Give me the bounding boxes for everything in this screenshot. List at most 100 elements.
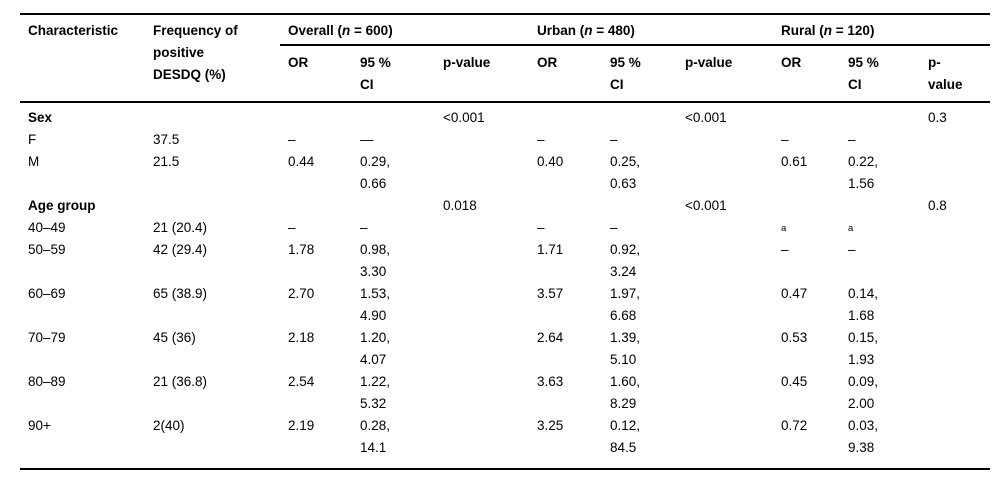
cell-urban-or: 2.64	[537, 330, 564, 345]
cell-urban-or: –	[537, 220, 545, 235]
cell-frequency: 21 (20.4)	[153, 220, 208, 235]
cell-frequency: 45 (36)	[153, 330, 196, 345]
cell-overall-pvalue	[435, 217, 529, 239]
cell-urban-or: 1.71	[537, 242, 564, 257]
col-header-overall-ci: 95 % CI	[352, 45, 435, 103]
cell-characteristic: 90+	[28, 418, 51, 433]
cell-urban-pvalue	[677, 415, 773, 469]
group-label-suffix: = 600)	[350, 23, 393, 38]
cell-urban-pvalue: <0.001	[685, 198, 727, 213]
cell-overall-or: 2.54	[288, 374, 315, 389]
cell-overall-or: 2.19	[288, 418, 315, 433]
col-header-urban-pvalue: p-value	[677, 45, 774, 103]
cell-urban-pvalue: <0.001	[685, 110, 727, 125]
cell-overall-ci: —	[360, 132, 374, 147]
cell-overall-ci: 0.28, 14.1	[360, 418, 391, 455]
cell-urban-ci: –	[610, 132, 618, 147]
cell-overall-ci: 1.53, 4.90	[360, 286, 391, 323]
results-table: Characteristic Frequency of positive DES…	[20, 13, 991, 470]
cell-overall-pvalue	[435, 283, 529, 327]
cell-overall-or	[280, 195, 352, 217]
cell-urban-pvalue	[677, 371, 773, 415]
cell-characteristic: 70–79	[28, 330, 66, 345]
cell-rural-ci: 0.22, 1.56	[848, 154, 879, 191]
cell-overall-ci	[352, 102, 435, 129]
col-header-urban-ci: 95 % CI	[602, 45, 677, 103]
cell-rural-pvalue	[920, 239, 990, 283]
cell-rural-or: 0.47	[781, 286, 808, 301]
cell-urban-ci: –	[610, 220, 618, 235]
category-row-sex: Sex <0.001 <0.001 0.3	[20, 102, 990, 129]
cell-urban-pvalue	[677, 283, 773, 327]
cell-rural-or: –	[781, 132, 789, 147]
group-label-prefix: Overall (	[288, 23, 343, 38]
cell-urban-pvalue	[677, 129, 773, 151]
cell-rural-ci	[840, 102, 920, 129]
group-label-suffix: = 120)	[832, 23, 875, 38]
cell-overall-ci	[352, 195, 435, 217]
cell-urban-ci: 0.25, 0.63	[610, 154, 641, 191]
cell-rural-ci	[840, 195, 920, 217]
cell-urban-or: –	[537, 132, 545, 147]
cell-rural-pvalue	[920, 151, 990, 195]
cell-urban-or: 0.40	[537, 154, 564, 169]
cell-overall-ci: 1.20, 4.07	[360, 330, 391, 367]
cell-rural-or: 0.53	[781, 330, 808, 345]
cell-rural-pvalue	[920, 327, 990, 371]
cell-rural-ci-footnote-a: a	[848, 223, 854, 234]
cell-overall-pvalue	[435, 151, 529, 195]
table-row-60-69: 60–69 65 (38.9) 2.70 1.53, 4.90 3.57 1.9…	[20, 283, 990, 327]
cell-overall-ci: 1.22, 5.32	[360, 374, 391, 411]
cell-overall-or: –	[288, 220, 296, 235]
col-header-rural-or: OR	[773, 45, 841, 103]
cell-overall-pvalue	[435, 415, 529, 469]
cell-characteristic: 80–89	[28, 374, 66, 389]
cell-urban-ci: 1.39, 5.10	[610, 330, 641, 367]
cell-urban-pvalue	[677, 327, 773, 371]
cell-overall-pvalue	[435, 371, 529, 415]
cell-overall-ci: 0.98, 3.30	[360, 242, 391, 279]
cell-urban-or: 3.63	[537, 374, 564, 389]
cell-rural-ci: 0.09, 2.00	[848, 374, 879, 411]
cell-frequency: 65 (38.9)	[153, 286, 208, 301]
cell-urban-ci: 0.12, 84.5	[610, 418, 641, 455]
cell-frequency	[145, 195, 280, 217]
italic-n: n	[823, 23, 833, 38]
cell-characteristic: 60–69	[28, 286, 66, 301]
cell-overall-pvalue	[435, 327, 529, 371]
cell-urban-or: 3.25	[537, 418, 564, 433]
group-header-urban: Urban (n = 480)	[529, 14, 774, 46]
col-header-overall-or: OR	[280, 45, 352, 103]
cell-overall-pvalue: 0.018	[443, 198, 477, 213]
cell-urban-ci	[602, 102, 677, 129]
cell-rural-pvalue: 0.8	[928, 198, 947, 213]
cell-frequency	[145, 102, 280, 129]
cell-frequency: 21 (36.8)	[153, 374, 208, 389]
cell-characteristic: Age group	[28, 198, 96, 213]
cell-rural-ci: 0.15, 1.93	[848, 330, 879, 367]
cell-overall-or: –	[288, 132, 296, 147]
cell-rural-or: 0.61	[781, 154, 808, 169]
cell-rural-ci: –	[848, 132, 856, 147]
cell-urban-pvalue	[677, 217, 773, 239]
table-row-70-79: 70–79 45 (36) 2.18 1.20, 4.07 2.64 1.39,…	[20, 327, 990, 371]
group-header-rural: Rural (n = 120)	[773, 14, 991, 46]
table-row-f: F 37.5 – — – – – –	[20, 129, 990, 151]
cell-rural-pvalue	[920, 283, 990, 327]
cell-rural-pvalue	[920, 371, 990, 415]
paper-table-container: Characteristic Frequency of positive DES…	[20, 13, 991, 470]
table-header: Characteristic Frequency of positive DES…	[20, 14, 991, 103]
group-label-prefix: Urban (	[537, 23, 585, 38]
cell-rural-ci: –	[848, 242, 856, 257]
cell-urban-or: 3.57	[537, 286, 564, 301]
cell-rural-or: 0.72	[781, 418, 808, 433]
cell-frequency: 42 (29.4)	[153, 242, 208, 257]
table-row-90plus: 90+ 2(40) 2.19 0.28, 14.1 3.25 0.12, 84.…	[20, 415, 990, 469]
table-row-m: M 21.5 0.44 0.29, 0.66 0.40 0.25, 0.63 0…	[20, 151, 990, 195]
cell-characteristic: Sex	[28, 110, 53, 125]
cell-rural-pvalue	[920, 217, 990, 239]
col-header-characteristic: Characteristic	[20, 14, 145, 103]
col-header-rural-ci: 95 % CI	[840, 45, 921, 103]
cell-characteristic: 50–59	[28, 242, 66, 257]
cell-frequency: 21.5	[153, 154, 180, 169]
